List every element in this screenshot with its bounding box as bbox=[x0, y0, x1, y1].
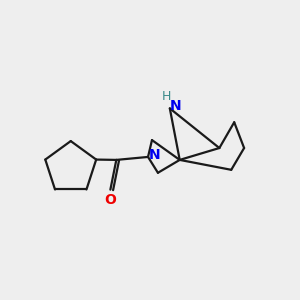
Text: N: N bbox=[170, 99, 182, 113]
Text: N: N bbox=[149, 148, 161, 162]
Text: H: H bbox=[162, 90, 172, 103]
Text: O: O bbox=[104, 193, 116, 206]
